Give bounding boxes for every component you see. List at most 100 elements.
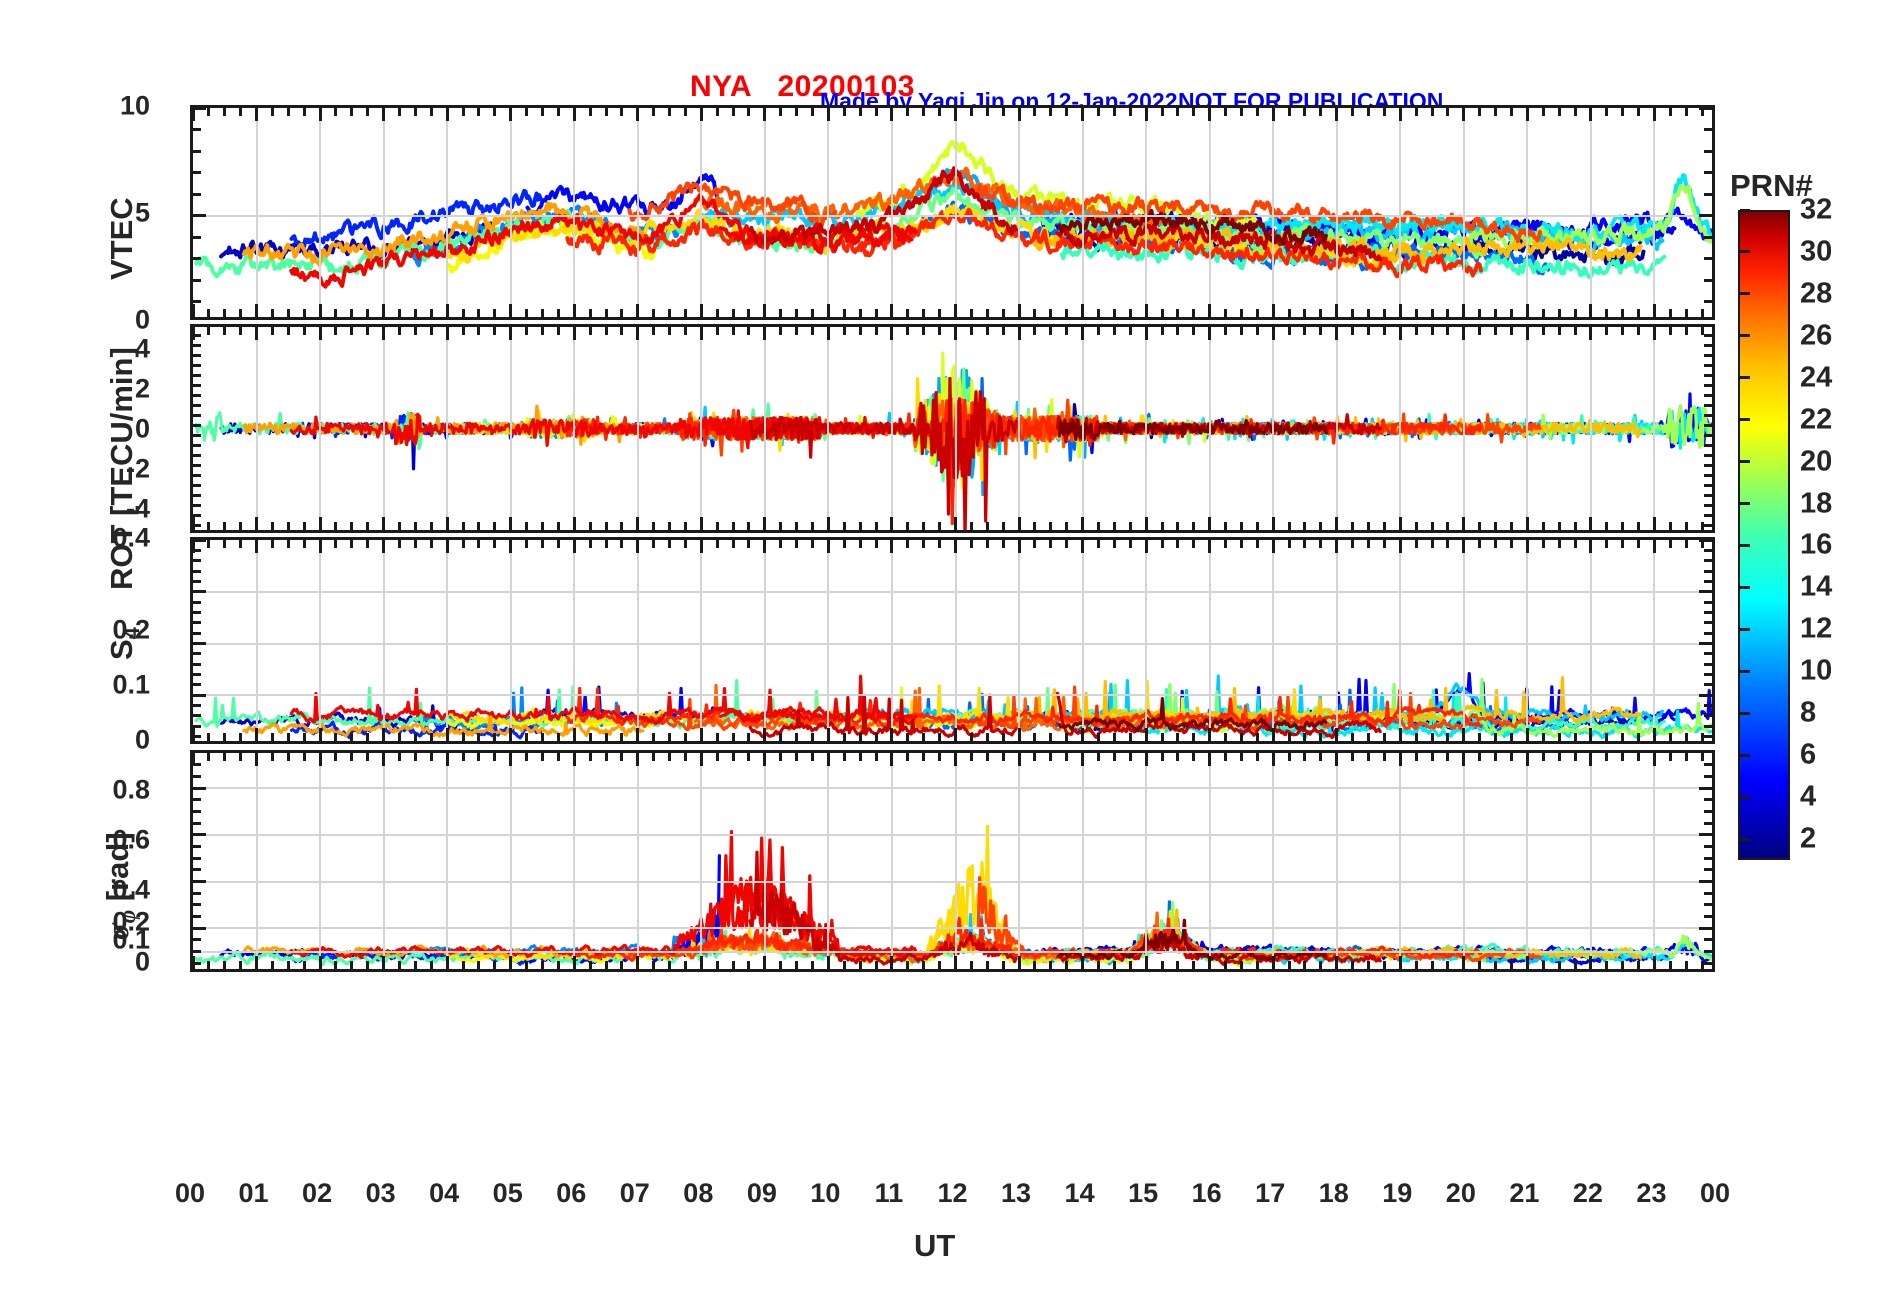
xtick [699,956,703,969]
xtick-top [985,327,989,335]
xtick [1652,728,1656,741]
xtick [1700,733,1704,741]
xtick [1351,522,1355,530]
ytick [193,353,201,357]
xtick [477,522,481,530]
xtick [1096,733,1100,741]
xtick-top [1208,540,1212,553]
xtick [1160,309,1164,317]
xtick-top [270,108,274,116]
xtick [302,961,306,969]
xtick [1128,522,1132,530]
xtick [938,961,942,969]
xtick-top [747,108,751,116]
xtick [1414,309,1418,317]
xtick-top [1239,108,1243,116]
data-trace [289,188,543,250]
gridline-h [193,880,1712,883]
xtick-top [747,540,751,548]
colorbar-tick [1740,711,1750,715]
ytick-right [1704,798,1712,802]
xtick [556,309,560,317]
xtick [1430,961,1434,969]
xtick [985,961,989,969]
xtick-top [588,753,592,761]
xtick-top [302,540,306,548]
ytick [193,363,201,367]
ytick [193,693,206,697]
ytick [193,454,201,458]
xtick [1525,956,1529,969]
xtick [1525,517,1529,530]
xtick-top [1319,327,1323,335]
xtick [1319,733,1323,741]
ytick-right [1704,735,1712,739]
gridline-v [827,327,830,530]
xtick-top [334,753,338,761]
xtick-top [890,540,894,553]
xtick [429,522,433,530]
rot-traces [194,351,1712,530]
ytick-right [1704,454,1712,458]
xtick-top [1160,753,1164,761]
xtick [747,961,751,969]
ytick [193,610,201,614]
xtick [1541,961,1545,969]
xtick [1605,961,1609,969]
xtick [604,522,608,530]
xtick [1494,522,1498,530]
xtick [811,522,815,530]
xtick [1176,733,1180,741]
xtick-top [747,753,751,761]
data-trace [748,166,1019,245]
gridline-v [890,753,893,969]
xtick [1319,309,1323,317]
xtick [1017,304,1021,317]
xtick-top [445,540,449,553]
xtick-top [1589,540,1593,553]
xtick-top [1462,540,1466,553]
xtick [652,522,656,530]
xtick [1017,956,1021,969]
xtick-top [1144,108,1148,121]
colorbar-tick [1740,292,1750,296]
xtick-top [461,753,465,761]
ytick-right [1704,149,1712,153]
xtick [509,517,513,530]
xtick [1414,522,1418,530]
xtick [1525,728,1529,741]
xtick [811,309,815,317]
colorbar-tick-label: 6 [1800,738,1817,771]
xtick-top [445,753,449,766]
xtick-top [1224,753,1228,761]
data-trace [219,413,494,471]
xtick-top [1351,753,1355,761]
xtick [1668,961,1672,969]
gridline-v [890,108,893,317]
colorbar-tick-label: 32 [1800,193,1833,226]
xtick [779,522,783,530]
xtick-top [350,108,354,116]
xtick [286,733,290,741]
xtick [954,956,957,969]
xtick-top [1684,108,1688,116]
xtick [1684,522,1688,530]
xtick-top [842,108,846,116]
xtick [922,733,926,741]
xtick-top [1287,327,1291,335]
xtick-top [1112,327,1116,335]
xtick-label: 06 [556,1178,587,1208]
ytick-right [1704,559,1712,563]
xtick-top [1351,108,1355,116]
colorbar-tick [1740,585,1750,589]
gridline-v [319,108,322,317]
xtick-top [779,108,783,116]
gridline-v [1589,327,1592,530]
xtick [493,309,497,317]
gridline-v [1335,327,1338,530]
data-trace [446,219,656,274]
xtick [1541,309,1545,317]
xtick [1398,517,1402,530]
xtick-label: 02 [302,1178,333,1208]
xtick [890,517,894,530]
